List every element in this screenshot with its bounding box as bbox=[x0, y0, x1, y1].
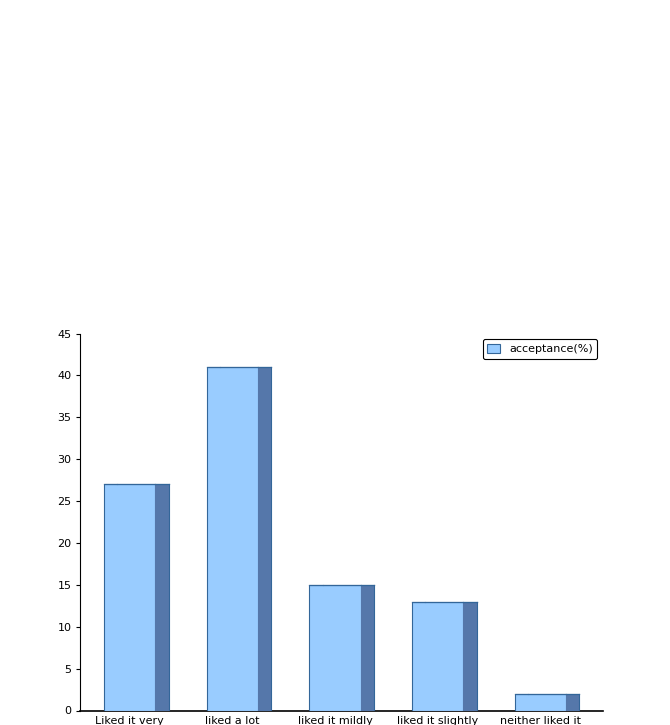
Polygon shape bbox=[155, 484, 169, 710]
Polygon shape bbox=[360, 585, 374, 710]
Bar bbox=[207, 367, 258, 710]
Polygon shape bbox=[258, 367, 271, 710]
Legend: acceptance(%): acceptance(%) bbox=[482, 339, 598, 359]
Bar bbox=[104, 484, 155, 710]
Bar bbox=[515, 694, 566, 710]
Bar bbox=[310, 585, 360, 710]
Polygon shape bbox=[463, 602, 476, 710]
Polygon shape bbox=[566, 694, 580, 710]
Bar bbox=[412, 602, 463, 710]
